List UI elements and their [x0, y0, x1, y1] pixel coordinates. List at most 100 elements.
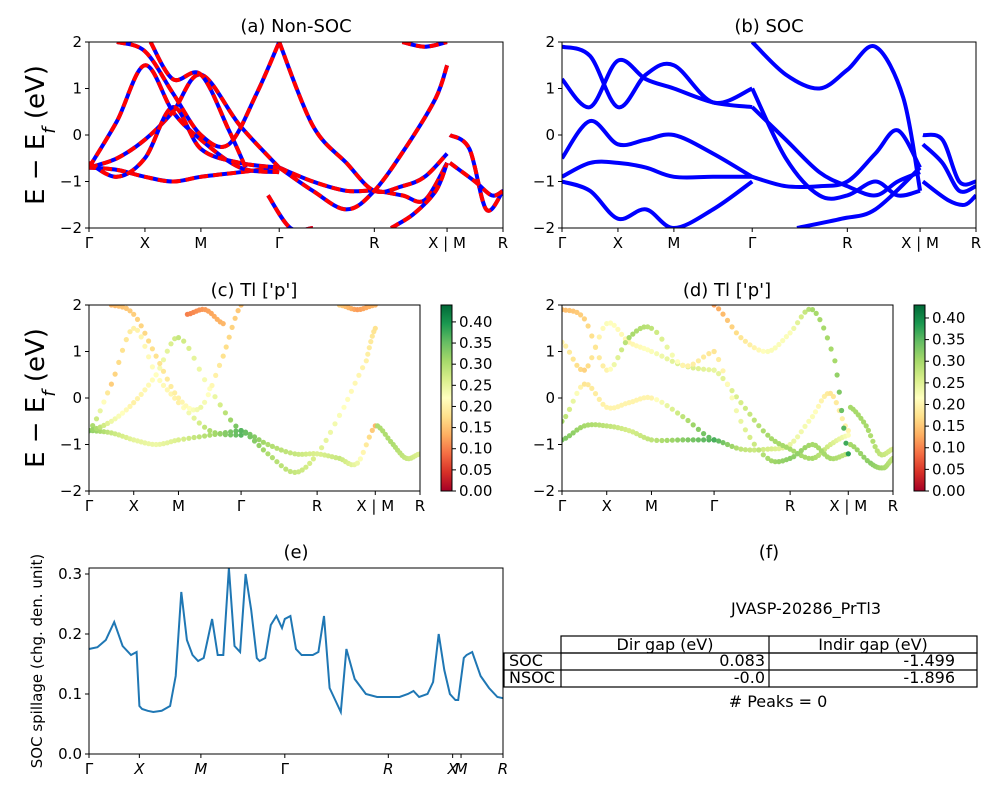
axes-frame	[88, 567, 504, 755]
y-tick-label: 2	[72, 33, 82, 51]
x-tick-label: R	[415, 497, 425, 515]
data-point	[654, 397, 660, 403]
y-tick-label: 0	[545, 126, 555, 144]
x-tick-label: X | M	[356, 497, 394, 515]
data-point	[385, 435, 391, 441]
data-point	[716, 371, 722, 377]
band-line-nsoc	[401, 42, 448, 49]
panel-c: (c) Tl ['p'] E − Ef (eV) Γ X M Γ R X | M R −2 −1…	[21, 280, 492, 515]
data-point	[127, 403, 133, 409]
data-point	[127, 329, 133, 335]
data-point	[134, 316, 141, 322]
data-point	[664, 344, 670, 350]
x-tick-label: X | M	[428, 234, 466, 252]
data-point	[701, 354, 707, 360]
data-point	[287, 468, 293, 475]
data-point	[798, 429, 804, 435]
data-point	[839, 416, 845, 422]
data-point	[706, 367, 712, 373]
data-point	[348, 388, 354, 394]
panel-b-plot: Γ X M Γ R X | M R −2 −1 0 1 2	[533, 33, 981, 252]
data-point	[756, 447, 762, 453]
colorbar-tick-label: 0.10	[459, 440, 492, 458]
data-point	[760, 452, 766, 458]
data-point	[861, 419, 867, 425]
data-point	[157, 365, 163, 371]
data-point	[659, 399, 665, 405]
data-point	[581, 367, 588, 373]
data-point	[589, 333, 595, 339]
data-point	[247, 434, 253, 440]
data-point	[146, 354, 152, 360]
data-point	[175, 437, 182, 443]
data-point	[654, 437, 660, 443]
data-point	[664, 356, 670, 362]
band-line-nsoc	[278, 64, 450, 212]
data-point	[228, 432, 234, 438]
data-point	[574, 362, 580, 368]
panel-f: (f) JVASP-20286_PrTl3 Dir gap (eV) Indir…	[503, 542, 978, 711]
data-point	[742, 427, 749, 433]
panel-c-ylabel: E − Ef (eV)	[21, 328, 60, 468]
data-point	[345, 396, 351, 402]
panel-d-title: (d) Tl ['p']	[683, 280, 771, 301]
data-point	[198, 404, 204, 410]
data-point	[153, 372, 159, 378]
data-point	[720, 375, 726, 382]
data-point	[382, 431, 388, 437]
x-tick-label: R	[498, 760, 508, 778]
data-point	[310, 451, 316, 457]
data-point	[809, 414, 816, 420]
data-point	[798, 314, 804, 320]
data-point	[123, 305, 129, 311]
x-tick-label: Γ	[748, 234, 757, 252]
data-point	[238, 428, 244, 434]
data-point	[724, 441, 731, 448]
y-tick-label: −2	[533, 219, 555, 237]
data-point	[226, 334, 232, 340]
y-tick-label: 2	[545, 296, 555, 314]
table-row-nsoc-indir: -1.896	[903, 668, 955, 687]
data-point	[179, 399, 185, 405]
data-point	[307, 451, 313, 457]
data-point	[310, 456, 316, 462]
data-point	[307, 460, 313, 466]
data-point	[836, 389, 842, 395]
panel-c-colorbar: 0.00 0.05 0.10 0.15 0.20 0.25 0.30 0.35 0.40	[440, 304, 492, 500]
band-line	[562, 179, 754, 228]
data-point	[738, 400, 744, 406]
data-point	[802, 309, 808, 315]
data-point	[863, 423, 869, 429]
data-point	[716, 438, 722, 444]
y-tick-label: −2	[60, 219, 82, 237]
data-point	[664, 437, 670, 443]
x-tick-label: X	[133, 760, 145, 778]
panel-e-ylabel: SOC spillage (chg. den. unit)	[28, 554, 46, 769]
data-point	[570, 430, 576, 436]
data-point	[706, 351, 712, 357]
band-line-soc	[266, 194, 313, 228]
data-point	[138, 334, 144, 340]
data-point	[751, 417, 757, 423]
data-point	[802, 445, 808, 451]
data-point	[798, 448, 804, 454]
data-point	[751, 441, 757, 447]
material-id: JVASP-20286_PrTl3	[730, 599, 881, 619]
band-line	[562, 119, 754, 179]
band-line	[796, 166, 922, 228]
data-point	[615, 326, 621, 332]
data-point	[806, 455, 812, 461]
data-point	[690, 361, 696, 367]
data-point	[97, 408, 103, 414]
data-point	[562, 339, 565, 345]
data-point	[283, 449, 289, 455]
data-point	[278, 447, 284, 453]
band-line	[922, 132, 976, 187]
data-point	[711, 367, 717, 373]
panel-a-ylabel: E − Ef (eV)	[21, 65, 60, 205]
data-point	[372, 325, 378, 331]
colorbar-tick-label: 0.40	[459, 313, 492, 331]
data-point	[787, 330, 793, 336]
data-point	[146, 382, 152, 388]
data-point	[260, 439, 266, 445]
